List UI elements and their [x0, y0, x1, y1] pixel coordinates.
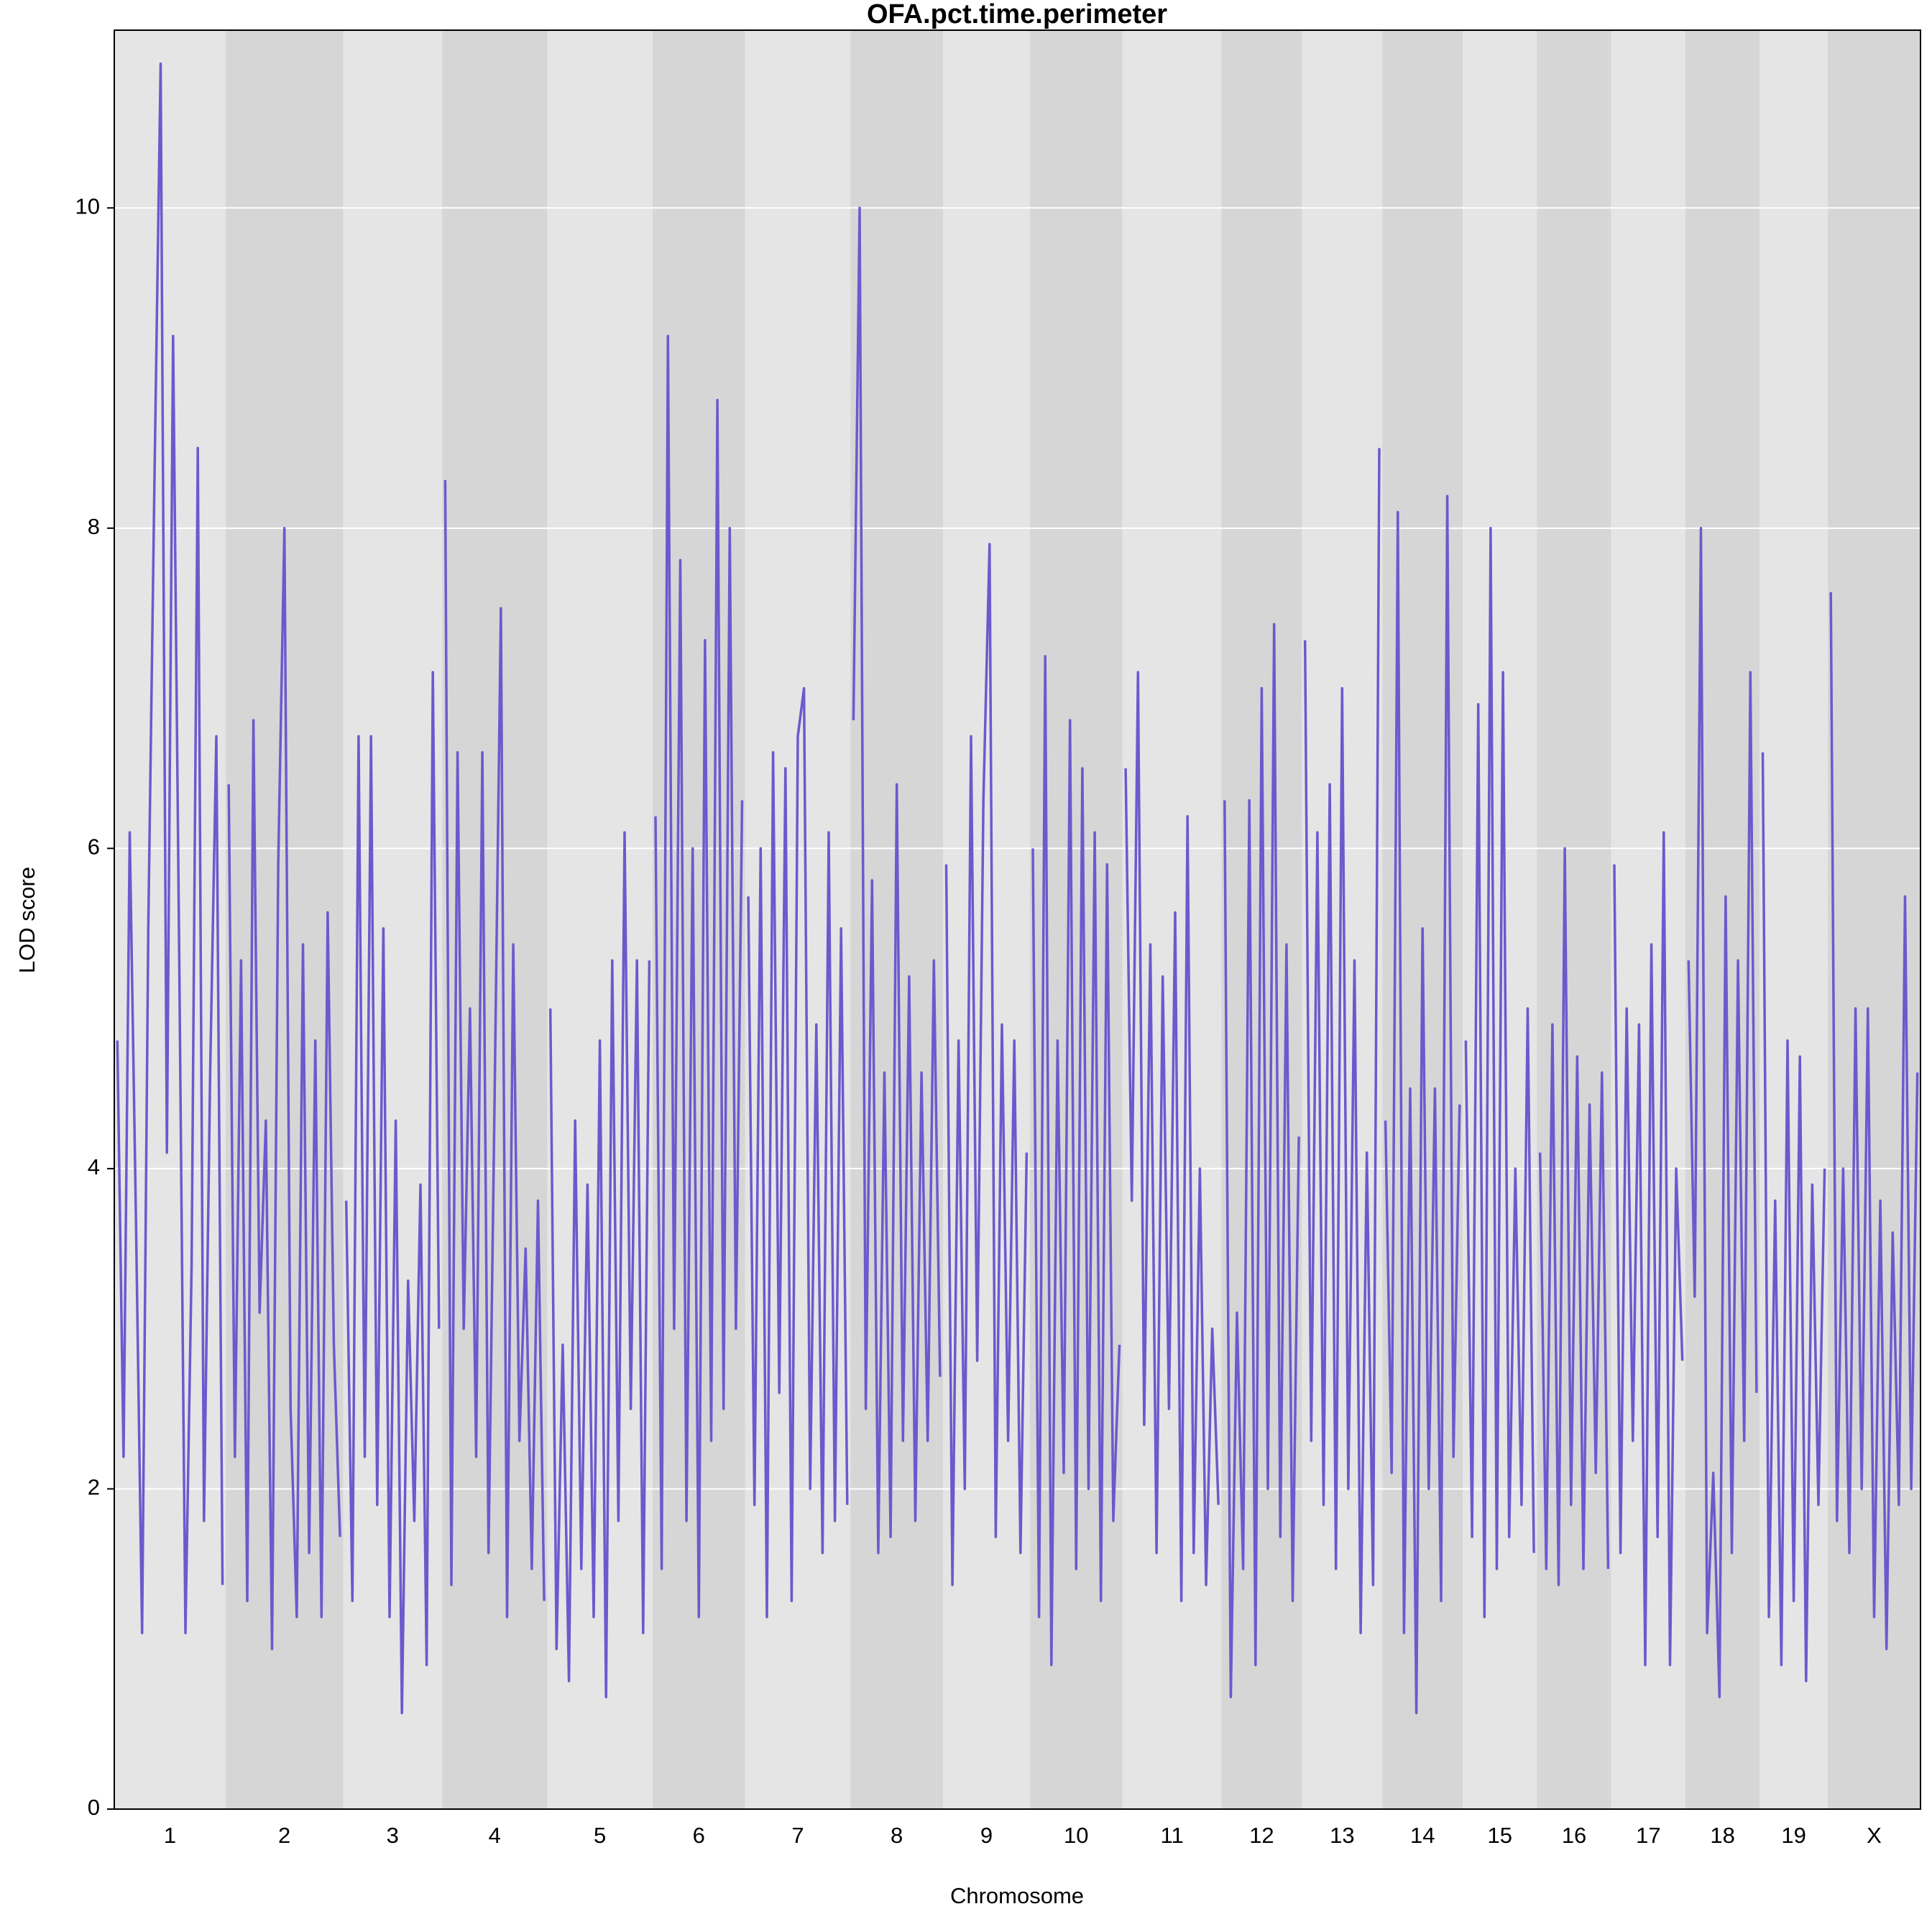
x-tick-label: 10: [1064, 1823, 1088, 1848]
lod-line: [1384, 494, 1461, 1715]
chart-title: OFA.pct.time.perimeter: [867, 0, 1167, 29]
lod-line: [1464, 527, 1535, 1619]
chromosome-bands: [114, 30, 1920, 1809]
chromosome-band: [547, 30, 653, 1809]
chromosome-band: [745, 30, 851, 1809]
x-tick-label: X: [1867, 1823, 1882, 1848]
lod-line: [443, 479, 546, 1619]
chromosome-band: [1537, 30, 1611, 1809]
plot-frame: [114, 29, 1921, 1810]
lod-line: [944, 543, 1029, 1586]
lod-line: [1538, 847, 1610, 1586]
lod-line: [1829, 592, 1919, 1650]
y-tick-label: 10: [75, 193, 100, 218]
lod-line: [548, 831, 651, 1698]
x-tick-label: 11: [1161, 1823, 1184, 1848]
x-tick-label: 1: [164, 1823, 176, 1848]
y-tick-label: 0: [88, 1795, 100, 1820]
lod-line: [1031, 655, 1121, 1667]
y-tick-label: 6: [88, 834, 100, 860]
lod-line: [1761, 752, 1826, 1683]
chromosome-band: [1302, 30, 1383, 1809]
lod-line: [116, 63, 224, 1634]
x-axis-label: Chromosome: [950, 1883, 1084, 1908]
y-tick-label: 8: [88, 514, 100, 539]
lod-line: [1124, 671, 1220, 1603]
x-tick-label: 4: [489, 1823, 501, 1848]
y-tick-label: 4: [88, 1154, 100, 1179]
x-tick-label: 12: [1249, 1823, 1274, 1848]
lod-line: [852, 206, 942, 1555]
lod-line: [1687, 527, 1758, 1698]
x-tick-label: 8: [891, 1823, 903, 1848]
lod-line: [1303, 448, 1381, 1634]
y-tick-label: 2: [88, 1475, 100, 1500]
lod-line: [654, 334, 744, 1619]
lod-line: [1223, 622, 1300, 1698]
chromosome-band: [943, 30, 1030, 1809]
x-tick-label: 5: [594, 1823, 606, 1848]
x-tick-label: 18: [1710, 1823, 1734, 1848]
x-tick-label: 19: [1781, 1823, 1806, 1848]
x-tick-label: 2: [278, 1823, 290, 1848]
x-tick-label: 17: [1636, 1823, 1660, 1848]
lod-line: [747, 686, 849, 1619]
x-tick-label: 6: [693, 1823, 705, 1848]
x-tick-label: 3: [387, 1823, 399, 1848]
x-tick-label: 14: [1410, 1823, 1435, 1848]
x-tick-label: 9: [980, 1823, 993, 1848]
lod-line: [227, 527, 341, 1650]
chromosome-band: [1611, 30, 1685, 1809]
chromosome-band: [225, 30, 344, 1809]
x-tick-label: 13: [1330, 1823, 1354, 1848]
x-tick-label: 15: [1488, 1823, 1512, 1848]
chromosome-band: [1463, 30, 1537, 1809]
y-axis-label: LOD score: [14, 867, 40, 973]
lod-line: [344, 671, 441, 1715]
x-tick-label: 7: [791, 1823, 804, 1848]
lod-line: [1613, 831, 1684, 1667]
x-tick-label: 16: [1562, 1823, 1586, 1848]
lod-lines: [116, 63, 1919, 1715]
chromosome-band: [114, 30, 226, 1809]
